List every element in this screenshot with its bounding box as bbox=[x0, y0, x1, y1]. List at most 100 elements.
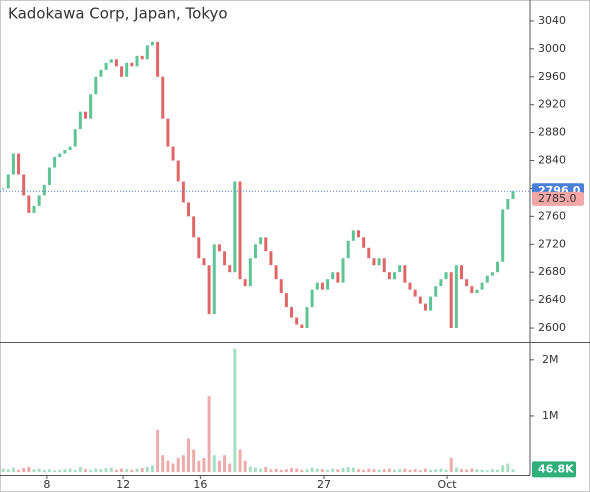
price-bar bbox=[454, 265, 458, 329]
price-bar bbox=[480, 282, 484, 290]
price-bar bbox=[63, 150, 67, 154]
price-bar bbox=[465, 279, 469, 287]
price-bar bbox=[212, 244, 216, 315]
volume-bar bbox=[125, 469, 129, 472]
volume-bar bbox=[120, 468, 124, 472]
volume-bar bbox=[238, 449, 242, 472]
price-bar bbox=[42, 184, 46, 196]
price-bar bbox=[377, 258, 381, 266]
y-tick-label: 2920 bbox=[538, 98, 566, 111]
volume-bar bbox=[11, 467, 15, 472]
volume-bar bbox=[310, 467, 314, 472]
volume-bar bbox=[377, 469, 381, 472]
volume-bar bbox=[6, 469, 10, 472]
volume-bar bbox=[17, 469, 21, 472]
price-bar bbox=[295, 317, 299, 325]
price-bar bbox=[259, 237, 263, 245]
volume-bar bbox=[403, 468, 407, 472]
y-tick-label: 2600 bbox=[538, 321, 566, 334]
y-tick-label: 1M bbox=[542, 409, 559, 422]
volume-bar bbox=[511, 469, 515, 472]
last-volume-box bbox=[532, 461, 576, 478]
volume-bar bbox=[444, 469, 448, 472]
price-bar bbox=[130, 62, 134, 67]
volume-bar bbox=[269, 469, 273, 472]
volume-bar bbox=[156, 429, 160, 472]
x-tick-label: Oct bbox=[438, 478, 458, 491]
volume-bar bbox=[305, 469, 309, 472]
price-bar bbox=[501, 209, 505, 262]
price-bar bbox=[248, 258, 252, 287]
volume-bar bbox=[104, 468, 108, 472]
price-bar bbox=[161, 76, 165, 119]
volume-bar bbox=[274, 468, 278, 472]
volume-bar bbox=[279, 469, 283, 472]
price-bar bbox=[68, 146, 72, 151]
volume-bar bbox=[341, 468, 345, 472]
price-bar bbox=[387, 272, 391, 280]
x-tick-label: 8 bbox=[43, 478, 50, 491]
volume-bar bbox=[475, 469, 479, 472]
price-bar bbox=[320, 282, 324, 290]
price-bar bbox=[269, 251, 273, 266]
price-bar bbox=[37, 195, 41, 206]
price-bar bbox=[351, 230, 355, 241]
volume-bar bbox=[243, 460, 247, 472]
volume-bar bbox=[485, 470, 489, 472]
volume-bar bbox=[284, 469, 288, 472]
y-tick-label: 3040 bbox=[538, 14, 566, 27]
price-bar bbox=[166, 118, 170, 147]
volume-bar bbox=[47, 469, 51, 472]
price-bar bbox=[1, 188, 5, 190]
price-bar bbox=[253, 244, 257, 259]
volume-bar bbox=[166, 460, 170, 472]
price-bar bbox=[22, 174, 26, 196]
y-tick-label: 2640 bbox=[538, 293, 566, 306]
price-bar bbox=[331, 272, 335, 280]
price-bar bbox=[475, 289, 479, 294]
price-bar bbox=[434, 286, 438, 297]
volume-bar bbox=[501, 465, 505, 472]
x-tick-label: 27 bbox=[317, 478, 331, 491]
volume-bar bbox=[212, 455, 216, 472]
volume-bar bbox=[94, 468, 98, 472]
volume-bar bbox=[259, 468, 263, 472]
y-tick-label: 2M bbox=[542, 353, 559, 366]
volume-bar bbox=[300, 469, 304, 472]
price-bar bbox=[58, 153, 62, 158]
volume-bar bbox=[372, 469, 376, 472]
price-bar bbox=[398, 265, 402, 273]
price-bar bbox=[290, 307, 294, 318]
volume-bar bbox=[68, 468, 72, 472]
volume-bar bbox=[362, 469, 366, 472]
volume-bar bbox=[32, 469, 36, 472]
volume-bar bbox=[336, 469, 340, 472]
y-tick-label: 2880 bbox=[538, 126, 566, 139]
price-bar bbox=[217, 244, 221, 252]
price-bar bbox=[429, 296, 433, 311]
volume-bar bbox=[22, 468, 26, 472]
volume-bar bbox=[264, 466, 268, 472]
price-bar bbox=[362, 237, 366, 248]
price-bar bbox=[53, 157, 57, 168]
volume-bar bbox=[37, 468, 41, 472]
price-bar bbox=[156, 41, 160, 77]
volume-bar bbox=[480, 469, 484, 472]
volume-bar bbox=[223, 455, 227, 472]
volume-bar bbox=[423, 468, 427, 472]
volume-bar bbox=[346, 466, 350, 472]
price-bar bbox=[300, 324, 304, 329]
volume-bar bbox=[356, 469, 360, 472]
price-bar bbox=[140, 55, 144, 60]
volume-bar bbox=[27, 466, 31, 472]
volume-bar bbox=[470, 468, 474, 472]
volume-bar bbox=[439, 468, 443, 472]
price-bar bbox=[367, 247, 371, 259]
price-bar bbox=[315, 282, 319, 290]
volume-bar bbox=[150, 465, 154, 472]
volume-bar bbox=[506, 463, 510, 472]
volume-bar bbox=[42, 469, 46, 472]
price-bar bbox=[27, 195, 31, 213]
price-bar bbox=[382, 258, 386, 273]
price-bar bbox=[223, 251, 227, 266]
